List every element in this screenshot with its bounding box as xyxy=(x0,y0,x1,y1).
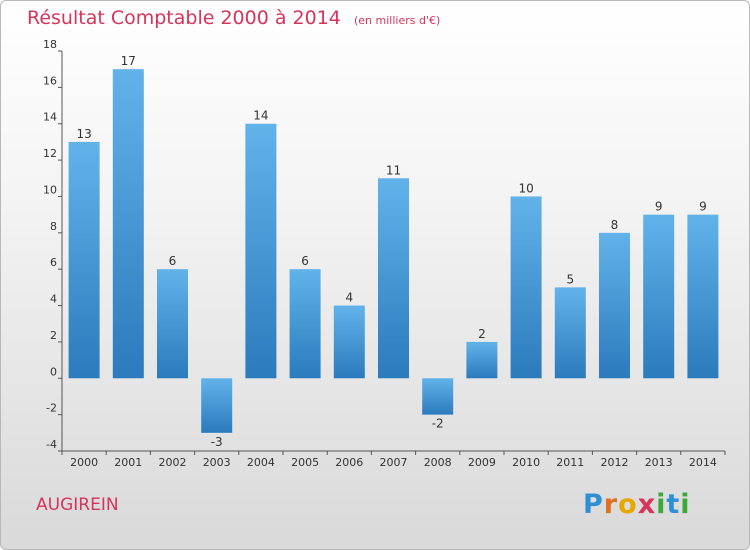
x-tick-label: 2009 xyxy=(468,456,496,469)
data-label-2014: 9 xyxy=(699,200,707,214)
data-label-2010: 10 xyxy=(518,181,533,195)
logo-letter: r xyxy=(603,489,619,520)
y-tick-label: 2 xyxy=(50,329,57,342)
bar-2001 xyxy=(112,69,144,379)
data-label-2000: 13 xyxy=(76,127,91,141)
logo-letter: t xyxy=(666,489,681,520)
y-tick-label: 0 xyxy=(50,365,57,378)
y-tick-label: 6 xyxy=(50,256,57,269)
x-tick-label: 2005 xyxy=(291,456,319,469)
bar-2008 xyxy=(422,378,454,415)
data-label-2002: 6 xyxy=(169,254,177,268)
y-tick-label: -4 xyxy=(46,438,57,451)
commune-name: AUGIREIN xyxy=(36,495,119,515)
bar-2009 xyxy=(466,341,498,379)
logo-letter: i xyxy=(680,489,691,520)
logo-letter: P xyxy=(583,489,604,520)
x-tick-label: 2012 xyxy=(601,456,629,469)
x-tick-label: 2008 xyxy=(424,456,452,469)
chart-title-unit: (en milliers d'€) xyxy=(353,14,441,27)
bar-2013 xyxy=(643,214,675,379)
bar-2006 xyxy=(333,305,365,379)
y-tick-label: 8 xyxy=(50,220,57,233)
x-tick-label: 2002 xyxy=(159,456,187,469)
chart-bars xyxy=(68,69,719,433)
y-tick-label: 18 xyxy=(43,38,57,51)
chart-title-main: Résultat Comptable 2000 à 2014 xyxy=(27,7,341,29)
data-label-2004: 14 xyxy=(253,109,268,123)
x-tick-label: 2011 xyxy=(556,456,584,469)
data-label-2006: 4 xyxy=(345,291,353,305)
data-label-2012: 8 xyxy=(611,218,619,232)
y-tick-label: 16 xyxy=(43,74,57,87)
bar-2010 xyxy=(510,196,542,379)
logo-letter: x xyxy=(637,489,657,520)
x-tick-label: 2007 xyxy=(380,456,408,469)
bar-2003 xyxy=(201,378,233,433)
data-label-2001: 17 xyxy=(121,54,136,68)
x-tick-label: 2010 xyxy=(512,456,540,469)
y-tick-label: 4 xyxy=(50,293,57,306)
bar-2011 xyxy=(554,287,586,379)
logo-letter: o xyxy=(618,489,638,520)
x-tick-label: 2013 xyxy=(645,456,673,469)
bar-2012 xyxy=(599,232,630,379)
data-label-2008: -2 xyxy=(432,417,444,431)
y-tick-label: 12 xyxy=(43,147,57,160)
y-tick-label: -2 xyxy=(46,402,57,415)
bar-2002 xyxy=(157,269,188,379)
chart-axes: -4 -2 0 2 4 6 8 10 12 14 16 18 2000 2001 2002 2003 2004 2… xyxy=(43,38,726,469)
x-tick-label: 2014 xyxy=(689,456,717,469)
x-tick-label: 2006 xyxy=(335,456,363,469)
x-tick-label: 2004 xyxy=(247,456,275,469)
bar-2000 xyxy=(68,141,100,379)
data-label-2007: 11 xyxy=(386,163,401,177)
bar-2005 xyxy=(289,269,321,379)
bar-2014 xyxy=(687,214,719,379)
y-tick-label: 14 xyxy=(43,111,57,124)
data-label-2003: -3 xyxy=(211,435,223,449)
data-label-2009: 2 xyxy=(478,327,486,341)
bar-2007 xyxy=(378,178,409,379)
chart-title: Résultat Comptable 2000 à 2014 (en milli… xyxy=(27,7,440,29)
data-label-2005: 6 xyxy=(301,254,309,268)
data-label-2011: 5 xyxy=(566,272,574,286)
y-tick-label: 10 xyxy=(43,183,57,196)
proxiti-logo[interactable]: Proxiti xyxy=(583,489,691,520)
chart-data-labels: 13 17 6 -3 14 6 4 11 -2 2 10 5 8 9 9 xyxy=(76,54,706,449)
x-tick-label: 2000 xyxy=(70,456,98,469)
data-label-2013: 9 xyxy=(655,200,663,214)
bar-2004 xyxy=(245,123,277,379)
logo-letter: i xyxy=(656,489,667,520)
x-tick-label: 2003 xyxy=(203,456,231,469)
x-tick-label: 2001 xyxy=(114,456,142,469)
